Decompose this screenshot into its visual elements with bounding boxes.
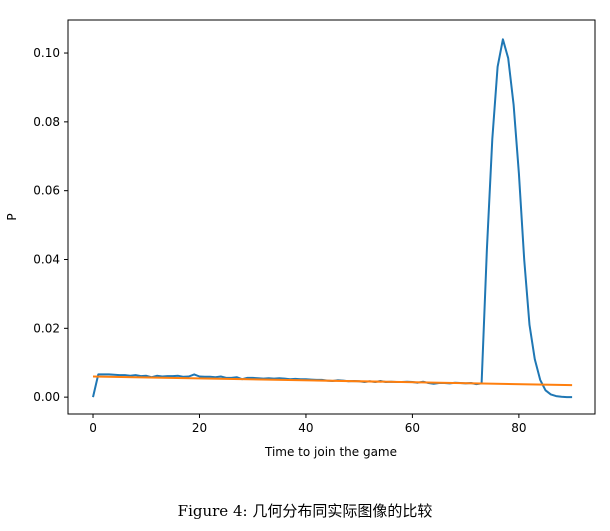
y-tick-label: 0.06 <box>33 184 60 198</box>
series-line-1 <box>92 375 573 387</box>
series-line-0 <box>92 38 573 399</box>
axes-layer: 0 20 40 60 80 0.00 0.02 0.04 0.06 0.08 0.10 <box>33 46 526 435</box>
figure-caption: Figure 4: 几何分布同实际图像的比较 <box>177 502 433 520</box>
x-tick-label: 20 <box>192 421 207 435</box>
x-tick-label: 60 <box>405 421 420 435</box>
x-tick-label: 80 <box>511 421 526 435</box>
y-axis-label: P <box>5 213 19 220</box>
y-tick-label: 0.04 <box>33 252 60 266</box>
x-tick-label: 40 <box>298 421 313 435</box>
y-tick-label: 0.00 <box>33 390 60 404</box>
x-axis-label: Time to join the game <box>264 445 397 459</box>
y-tick-label: 0.08 <box>33 115 60 129</box>
plot-frame <box>67 19 596 415</box>
x-tick-label: 0 <box>89 421 97 435</box>
chart: 0 20 40 60 80 0.00 0.02 0.04 0.06 0.08 0.10 Time t… <box>5 19 596 459</box>
series-layer <box>92 38 573 399</box>
y-tick-label: 0.10 <box>33 46 60 60</box>
y-tick-label: 0.02 <box>33 321 60 335</box>
